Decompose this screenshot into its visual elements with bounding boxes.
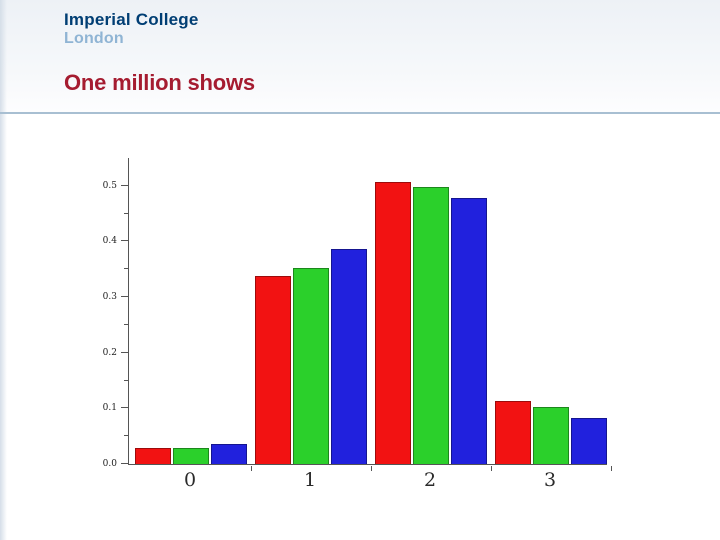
slide-title: One million shows: [64, 70, 255, 95]
red-bar-x2: [375, 181, 411, 464]
x-axis-group-tick: [371, 466, 372, 471]
red-bar-x3: [495, 400, 531, 464]
left-edge-gradient: [0, 0, 7, 540]
x-axis-group-tick: [491, 466, 492, 471]
x-axis-group-tick: [251, 466, 252, 471]
y-tick-major: [121, 240, 129, 242]
x-tick-label: 2: [423, 469, 437, 491]
y-tick-minor: [124, 379, 129, 381]
y-tick-label: 0.0: [102, 459, 117, 469]
y-tick-major: [121, 296, 129, 298]
blue-bar-x0: [211, 443, 247, 464]
green-bar-x1: [293, 267, 329, 464]
x-axis-labels: 0 1 2 3: [128, 469, 607, 491]
bar-group-1: [255, 158, 372, 471]
y-tick-major: [121, 407, 129, 409]
y-tick-major: [121, 184, 129, 186]
y-tick-major: [121, 351, 129, 353]
y-tick-minor: [124, 323, 129, 325]
y-tick-minor: [124, 268, 129, 270]
y-tick-label: 0.4: [102, 236, 117, 247]
green-bar-x2: [413, 186, 449, 464]
blue-bar-x3: [571, 417, 607, 464]
bar-group-2: [375, 158, 492, 471]
green-bar-x3: [533, 406, 569, 464]
bar-chart: 0.0 0.1 0.2 0.3 0.4 0.5 0 1 2 3: [103, 158, 612, 491]
logo-line1: Imperial College: [64, 10, 199, 29]
green-bar-x0: [173, 447, 209, 464]
header-divider: [0, 112, 720, 114]
imperial-college-logo: Imperial College London: [64, 10, 199, 48]
y-tick-label: 0.2: [102, 347, 117, 358]
header-band: [0, 0, 720, 112]
y-tick-major: [121, 463, 129, 464]
blue-bar-x2: [451, 197, 487, 464]
y-tick-minor: [124, 435, 129, 437]
blue-bar-x1: [331, 249, 367, 464]
x-tick-label: 1: [303, 469, 317, 491]
red-bar-x0: [135, 448, 171, 464]
x-tick-label: 0: [183, 469, 197, 491]
bar-group-0: [135, 158, 252, 471]
y-tick-minor: [124, 212, 129, 214]
logo-line2: London: [64, 29, 124, 47]
plot-area: 0.0 0.1 0.2 0.3 0.4 0.5: [103, 158, 612, 471]
y-tick-label: 0.3: [102, 292, 117, 303]
x-tick-label: 3: [543, 469, 557, 491]
x-axis-group-tick: [611, 466, 612, 471]
y-tick-label: 0.1: [102, 403, 117, 414]
bar-group-3: [495, 158, 612, 471]
red-bar-x1: [255, 275, 291, 464]
y-tick-label: 0.5: [102, 180, 117, 191]
